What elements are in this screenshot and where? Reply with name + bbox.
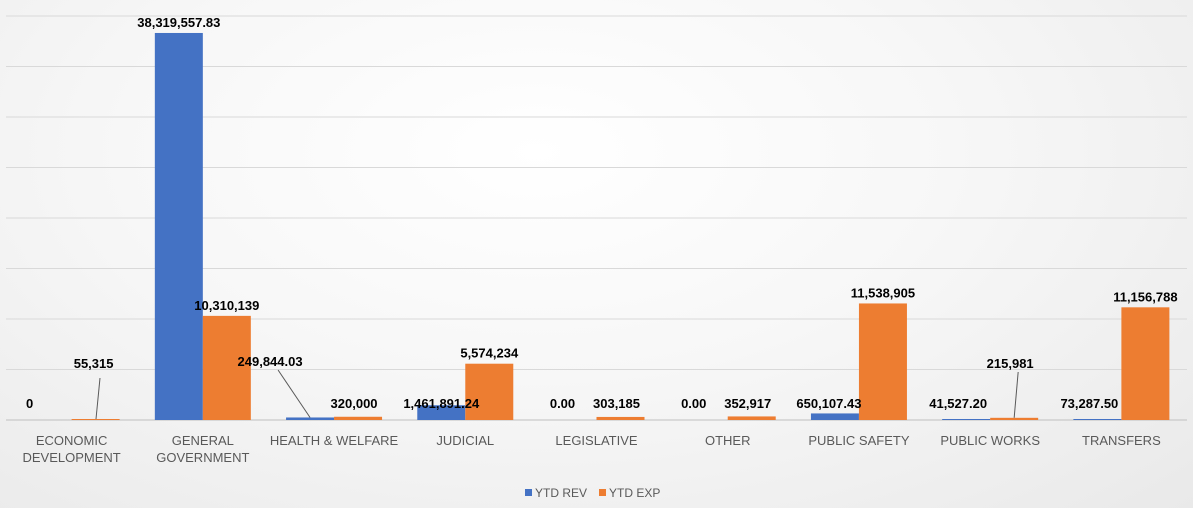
bar-ytd-exp-2 xyxy=(334,416,383,420)
data-label-ytd-rev-8: 73,287.50 xyxy=(1060,396,1118,411)
x-tick-label: DEVELOPMENT xyxy=(22,450,120,465)
data-labels: 0 55,315 38,319,557.83 10,310,139 249,844.03… xyxy=(26,15,1178,411)
bar-ytd-exp-5 xyxy=(727,416,776,420)
leader-lines xyxy=(95,369,1019,420)
data-label-ytd-rev-2: 249,844.03 xyxy=(238,354,303,369)
bar-ytd-rev-6 xyxy=(810,413,859,420)
data-label-ytd-rev-1: 38,319,557.83 xyxy=(137,15,220,30)
legend-swatch-1 xyxy=(599,489,606,496)
bar-ytd-exp-0 xyxy=(71,419,120,420)
data-label-ytd-exp-3: 5,574,234 xyxy=(460,346,519,361)
bar-ytd-exp-7 xyxy=(990,417,1039,420)
bar-ytd-rev-8 xyxy=(1073,419,1122,420)
data-label-ytd-exp-7: 215,981 xyxy=(987,356,1034,371)
x-tick-label: PUBLIC WORKS xyxy=(940,433,1040,448)
legend-label-0: YTD REV xyxy=(535,486,587,500)
data-label-ytd-rev-5: 0.00 xyxy=(681,396,706,411)
data-label-ytd-exp-4: 303,185 xyxy=(593,396,640,411)
bar-ytd-exp-6 xyxy=(858,303,907,420)
x-axis-tick-labels: ECONOMIC DEVELOPMENT GENERAL GOVERNMENT HEAL… xyxy=(22,433,1161,465)
data-label-ytd-exp-6: 11,538,905 xyxy=(851,285,915,300)
legend-label-1: YTD EXP xyxy=(609,486,660,500)
bar-ytd-rev-7 xyxy=(942,419,991,420)
x-tick-label: TRANSFERS xyxy=(1082,433,1161,448)
x-tick-label: GOVERNMENT xyxy=(156,450,249,465)
leader-line xyxy=(1013,371,1019,418)
x-tick-label: LEGISLATIVE xyxy=(555,433,637,448)
data-label-ytd-exp-2: 320,000 xyxy=(331,396,378,411)
x-tick-label: JUDICIAL xyxy=(436,433,494,448)
data-label-ytd-exp-1: 10,310,139 xyxy=(194,298,259,313)
x-tick-label: OTHER xyxy=(705,433,751,448)
bar-ytd-exp-8 xyxy=(1121,307,1170,420)
legend: YTD REV YTD EXP xyxy=(525,486,660,500)
legend-swatch-0 xyxy=(525,489,532,496)
data-label-ytd-exp-5: 352,917 xyxy=(724,396,771,411)
bar-ytd-exp-1 xyxy=(202,315,251,420)
data-label-ytd-rev-7: 41,527.20 xyxy=(929,396,987,411)
data-label-ytd-exp-8: 11,156,788 xyxy=(1113,289,1177,304)
bars xyxy=(71,32,1170,420)
bar-ytd-rev-3 xyxy=(417,405,466,420)
data-label-ytd-rev-3: 1,461,891.24 xyxy=(403,396,480,411)
data-label-ytd-rev-4: 0.00 xyxy=(550,396,575,411)
bar-ytd-rev-1 xyxy=(154,32,203,420)
x-tick-label: HEALTH & WELFARE xyxy=(270,433,399,448)
leader-line xyxy=(95,377,101,420)
bar-ytd-exp-3 xyxy=(465,363,514,420)
data-label-ytd-exp-0: 55,315 xyxy=(74,356,114,371)
bar-ytd-rev-2 xyxy=(286,417,335,420)
x-tick-label: PUBLIC SAFETY xyxy=(808,433,909,448)
leader-line xyxy=(277,369,311,418)
x-tick-label: GENERAL xyxy=(172,433,234,448)
x-tick-label: ECONOMIC xyxy=(36,433,108,448)
data-label-ytd-rev-6: 650,107.43 xyxy=(796,396,861,411)
data-label-ytd-rev-0: 0 xyxy=(26,396,33,411)
bar-ytd-exp-4 xyxy=(596,416,645,420)
